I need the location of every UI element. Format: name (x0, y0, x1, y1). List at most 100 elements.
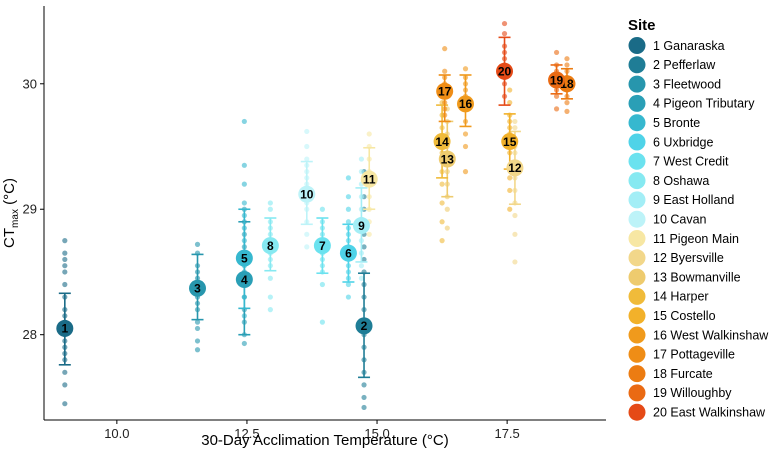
site-8-mean-marker (261, 237, 279, 255)
site-3-point (194, 241, 201, 247)
site-9-point (358, 169, 365, 175)
site-1-point (62, 256, 68, 263)
x-tick-label: 15.0 (364, 426, 389, 441)
site-19-point (553, 49, 560, 56)
site-7-point (319, 206, 325, 212)
legend-swatch (628, 307, 646, 325)
site-9-mean-marker (352, 217, 370, 235)
legend-swatch (628, 384, 646, 402)
legend-swatch (628, 365, 646, 383)
legend-swatch (628, 133, 646, 151)
legend-swatch (628, 210, 646, 228)
site-2-mean-label: 2 (361, 319, 368, 333)
legend-entry-label: 11 Pigeon Main (653, 232, 739, 246)
site-5-point (241, 181, 247, 187)
legend-swatch (628, 191, 646, 209)
site-19-point (553, 106, 560, 112)
site-6-point (345, 219, 352, 225)
site-6-point (345, 281, 352, 288)
site-10-mean-marker (298, 185, 316, 203)
site-3-point (194, 319, 201, 325)
legend-swatch (628, 56, 646, 74)
x-tick-label: 17.5 (494, 426, 519, 441)
y-tick-label: 30 (23, 76, 37, 91)
legend-swatch (628, 114, 646, 132)
site-16-point (462, 131, 469, 137)
site-9-mean-label: 9 (358, 219, 365, 233)
axes (43, 6, 606, 421)
site-12-point (512, 212, 518, 219)
legend-items: 1 Ganaraska 2 Pefferlaw 3 Fleetwood 4 Pigeo… (628, 37, 769, 421)
legend-swatch (628, 403, 646, 421)
y-axis-title-main: CT (1, 228, 18, 248)
site-13-point (444, 225, 450, 231)
site-11-mean-label: 11 (363, 172, 376, 186)
legend-swatch (628, 249, 646, 267)
site-18-point (564, 100, 570, 106)
site-2-point (361, 256, 367, 263)
y-tick-label: 28 (23, 327, 37, 342)
site-1-point (62, 263, 68, 269)
site-14-point (439, 238, 445, 244)
site-8-point (267, 294, 273, 300)
site-19-mean-marker (548, 71, 566, 89)
site-3-point (194, 325, 201, 332)
site-17-mean-marker (436, 82, 454, 100)
y-axis-title-subscript: max (10, 209, 21, 228)
site-15-point (507, 187, 513, 194)
site-13-point (444, 206, 450, 212)
legend-entry-label: 18 Furcate (653, 367, 713, 381)
site-17-mean-label: 17 (438, 85, 452, 99)
site-4-mean-marker (235, 270, 253, 288)
site-10-point (304, 244, 310, 250)
site-6-point (345, 175, 352, 181)
site-18-point (564, 56, 570, 62)
site-8-point (267, 275, 273, 281)
site-15-mean-label: 15 (503, 135, 517, 149)
legend-swatch (628, 345, 646, 363)
site-12-point (512, 231, 518, 237)
site-2-point (361, 404, 367, 411)
site-10-mean-label: 10 (300, 187, 314, 201)
site-7-point (319, 319, 325, 325)
site-1-point (62, 238, 68, 244)
site-12-point (512, 259, 518, 265)
site-7-mean-label: 7 (319, 239, 326, 253)
site-1-mean-marker (56, 319, 74, 337)
site-15-point (507, 206, 513, 212)
site-14-mean-label: 14 (435, 135, 449, 149)
legend-entry-label: 16 West Walkinshaw (653, 328, 769, 342)
legend-entry-label: 2 Pefferlaw (653, 58, 716, 72)
site-4-mean-label: 4 (241, 273, 248, 287)
site-2-point (361, 394, 367, 401)
site-6-point (345, 194, 352, 200)
site-14-point (439, 181, 445, 187)
site-20-point (501, 20, 508, 27)
legend-entry-label: 19 Willoughby (653, 386, 732, 400)
site-12-point (512, 118, 518, 125)
site-1-point (62, 269, 68, 275)
legend-entry-label: 17 Pottageville (653, 348, 735, 362)
legend-entry-label: 12 Byersville (653, 251, 724, 265)
site-6-mean-label: 6 (345, 246, 352, 260)
site-8-mean-label: 8 (267, 239, 274, 253)
legend-title: Site (628, 17, 656, 34)
legend-entry-label: 6 Uxbridge (653, 135, 713, 149)
legend-swatch (628, 172, 646, 190)
legend-entry-label: 9 East Holland (653, 193, 734, 207)
site-12-point (512, 125, 518, 131)
site-10-point (304, 156, 310, 162)
error-bars-layer (58, 36, 573, 379)
legend-swatch (628, 152, 646, 170)
site-5-mean-label: 5 (241, 251, 248, 265)
site-1-point (62, 250, 68, 256)
site-3-point (194, 347, 201, 353)
site-5-point (241, 200, 247, 206)
site-4-point (241, 340, 247, 347)
legend-entry-label: 1 Ganaraska (653, 39, 725, 53)
site-2-point (361, 382, 367, 388)
x-tick-label: 10.0 (104, 426, 129, 441)
site-16-point (462, 143, 469, 150)
raw-points-layer (62, 20, 570, 411)
